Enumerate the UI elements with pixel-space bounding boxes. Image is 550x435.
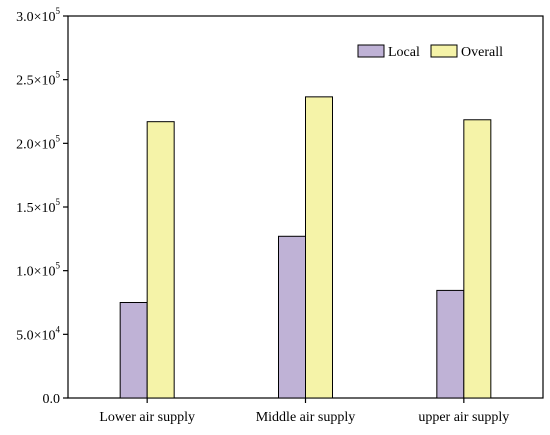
legend-label-local: Local xyxy=(388,45,420,60)
legend-label-overall: Overall xyxy=(461,45,503,60)
bar-overall xyxy=(463,119,492,399)
y-axis: 0.0 5.0×104 1.0×105 1.5×105 2.0×105 2.5×105 3.… xyxy=(16,6,68,407)
bar-overall xyxy=(146,121,175,399)
bar-local xyxy=(436,289,465,399)
legend: Local Overall xyxy=(357,44,503,60)
y-tick-label: 1.5×105 xyxy=(16,197,60,216)
legend-swatch-overall xyxy=(430,44,458,58)
bar-local xyxy=(119,302,148,399)
y-tick-label: 1.0×105 xyxy=(16,261,60,280)
y-tick-label: 2.5×105 xyxy=(16,70,60,89)
y-tick-label: 5.0×104 xyxy=(16,324,60,343)
x-axis: Lower air supply Middle air supply upper a… xyxy=(99,398,509,425)
y-tick-label: 3.0×105 xyxy=(16,6,60,25)
y-tick-label: 0.0 xyxy=(43,392,61,407)
x-category-label: Lower air supply xyxy=(99,410,195,425)
legend-swatch-local xyxy=(357,44,385,58)
bar-local xyxy=(278,235,306,399)
x-category-label: Middle air supply xyxy=(256,410,356,425)
bars-group xyxy=(119,96,492,399)
x-category-label: upper air supply xyxy=(418,410,509,425)
y-tick-label: 2.0×105 xyxy=(16,133,60,152)
bar-overall xyxy=(305,96,333,399)
